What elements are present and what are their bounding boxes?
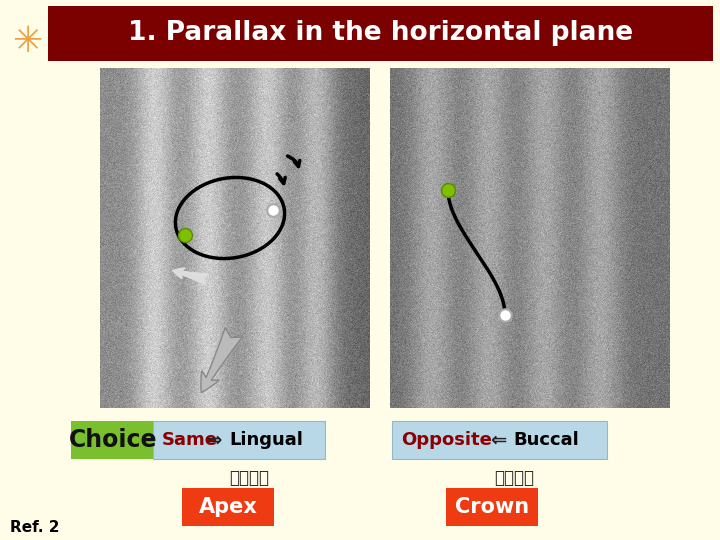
Text: Crown: Crown bbox=[455, 497, 529, 517]
Text: Ref. 2: Ref. 2 bbox=[10, 519, 60, 535]
Text: （近方）: （近方） bbox=[495, 469, 534, 487]
Text: Same: Same bbox=[162, 431, 218, 449]
Text: ⇒: ⇒ bbox=[206, 430, 222, 449]
FancyBboxPatch shape bbox=[153, 421, 325, 459]
FancyBboxPatch shape bbox=[446, 488, 538, 526]
Text: Opposite: Opposite bbox=[401, 431, 492, 449]
FancyBboxPatch shape bbox=[182, 488, 274, 526]
Text: （遠方）: （遠方） bbox=[229, 469, 269, 487]
Text: Buccal: Buccal bbox=[513, 431, 579, 449]
Text: 1. Parallax in the horizontal plane: 1. Parallax in the horizontal plane bbox=[128, 21, 633, 46]
Text: Apex: Apex bbox=[199, 497, 258, 517]
Text: ✳: ✳ bbox=[13, 25, 43, 59]
FancyBboxPatch shape bbox=[392, 421, 607, 459]
FancyBboxPatch shape bbox=[48, 6, 713, 61]
FancyBboxPatch shape bbox=[71, 421, 155, 459]
Text: Choice: Choice bbox=[68, 428, 157, 452]
Text: Lingual: Lingual bbox=[229, 431, 303, 449]
Text: ⇐: ⇐ bbox=[490, 430, 506, 449]
